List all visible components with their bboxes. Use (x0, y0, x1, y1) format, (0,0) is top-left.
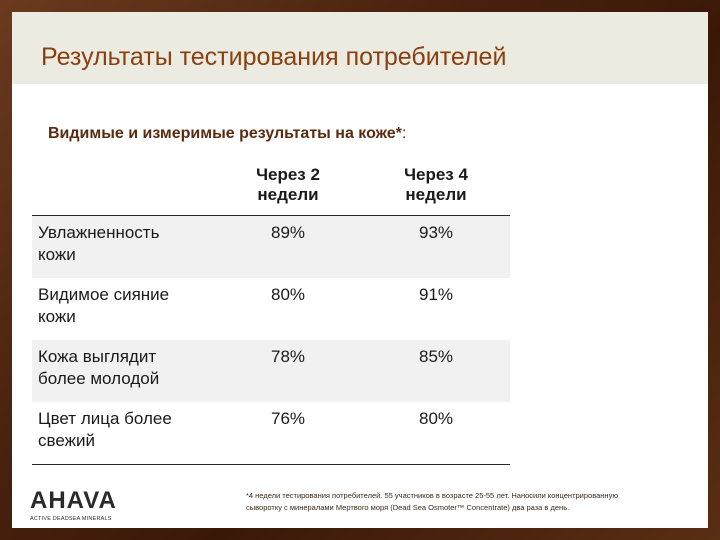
row-label-line1: Цвет лица более (38, 409, 172, 428)
ahava-logo: AHAVA ACTIVE DEADSEA MINERALS (30, 487, 130, 523)
value-after-2-weeks: 76% (214, 402, 362, 465)
row-label-line2: более молодой (38, 369, 160, 388)
row-label-line1: Кожа выглядит (38, 347, 157, 366)
row-label-line2: кожи (38, 307, 76, 326)
subtitle-colon: : (401, 125, 407, 142)
table-row: Увлажненность кожи 89% 93% (32, 215, 510, 278)
results-table: Через 2 недели Через 4 недели Увлажненност… (32, 165, 510, 465)
header-after-4-weeks: Через 4 недели (362, 165, 510, 216)
value-after-4-weeks: 85% (362, 340, 510, 402)
logo-wordmark: AHAVA (30, 487, 117, 514)
row-label: Увлажненность кожи (32, 215, 214, 278)
table-header-row: Через 2 недели Через 4 недели (32, 165, 510, 216)
table-row: Видимое сияние кожи 80% 91% (32, 278, 510, 340)
value-after-4-weeks: 93% (362, 215, 510, 278)
value-after-2-weeks: 80% (270, 285, 306, 304)
header-after-4-weeks-line2: недели (405, 185, 467, 204)
value-after-2-weeks: 78% (214, 340, 362, 402)
row-label: Кожа выглядит более молодой (32, 340, 214, 402)
table-subtitle: Видимые и измеримые результаты на коже*: (48, 125, 406, 143)
header-after-2-weeks-line2: недели (257, 185, 319, 204)
logo-tagline: ACTIVE DEADSEA MINERALS (30, 516, 112, 522)
header-after-4-weeks-line1: Через 4 (404, 165, 468, 184)
row-label-line2: свежий (38, 431, 95, 450)
slide: Результаты тестирования потребителей Вид… (12, 12, 708, 528)
value-after-4-weeks: 80% (362, 402, 510, 465)
row-label: Видимое сияние кожи (32, 278, 214, 340)
row-label-line1: Видимое сияние (38, 285, 170, 304)
header-empty-cell (32, 165, 214, 216)
value-after-4-weeks: 91% (418, 285, 454, 304)
title-band: Результаты тестирования потребителей (12, 12, 708, 84)
row-label-line2: кожи (38, 245, 76, 264)
table-row: Кожа выглядит более молодой 78% 85% (32, 340, 510, 402)
subtitle-text: Видимые и измеримые результаты на коже* (48, 125, 402, 142)
slide-title: Результаты тестирования потребителей (41, 43, 507, 71)
footnote: *4 недели тестирования потребителей. 55 … (246, 490, 686, 514)
header-after-2-weeks: Через 2 недели (214, 165, 362, 216)
value-after-2-weeks: 89% (214, 215, 362, 278)
header-after-2-weeks-line1: Через 2 (256, 165, 320, 184)
footnote-line2: сыворотку с минералами Мертвого моря (De… (246, 503, 570, 512)
footnote-line1: *4 недели тестирования потребителей. 55 … (246, 491, 618, 500)
row-label-line1: Увлажненность (38, 223, 160, 242)
row-label: Цвет лица более свежий (32, 402, 214, 465)
table-row: Цвет лица более свежий 76% 80% (32, 402, 510, 465)
